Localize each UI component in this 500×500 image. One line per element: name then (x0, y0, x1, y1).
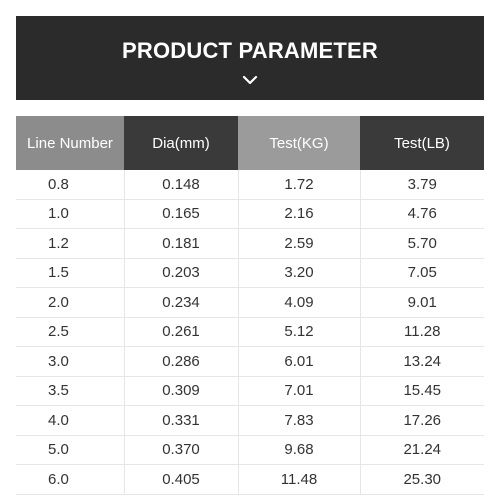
cell-diameter: 0.286 (124, 346, 239, 377)
column-header-line-number: Line Number (16, 116, 124, 170)
cell-test-lb: 17.26 (360, 405, 484, 436)
cell-diameter: 0.234 (124, 287, 239, 318)
cell-test-lb: 21.24 (360, 435, 484, 465)
cell-line-number: 2.5 (16, 317, 125, 347)
cell-test-kg: 5.12 (238, 317, 361, 347)
cell-line-number: 5.0 (16, 435, 125, 465)
table-row: 4.0 0.331 7.83 17.26 (16, 405, 484, 436)
cell-test-kg: 2.59 (238, 228, 361, 259)
cell-test-kg: 11.48 (238, 464, 361, 495)
cell-test-lb: 25.30 (360, 464, 484, 495)
cell-diameter: 0.331 (124, 405, 239, 436)
table-row: 0.8 0.148 1.72 3.79 (16, 170, 484, 200)
table-row: 5.0 0.370 9.68 21.24 (16, 435, 484, 465)
table-row: 1.0 0.165 2.16 4.76 (16, 199, 484, 229)
cell-test-lb: 11.28 (360, 317, 484, 347)
cell-diameter: 0.148 (124, 170, 239, 200)
table-row: 2.5 0.261 5.12 11.28 (16, 317, 484, 347)
cell-diameter: 0.309 (124, 376, 239, 406)
column-header-test-kg: Test(KG) (238, 116, 360, 170)
cell-line-number: 4.0 (16, 405, 125, 436)
cell-test-kg: 6.01 (238, 346, 361, 377)
cell-test-lb: 7.05 (360, 258, 484, 288)
parameter-table: Line Number Dia(mm) Test(KG) Test(LB) 0.… (16, 116, 484, 495)
table-row: 3.5 0.309 7.01 15.45 (16, 376, 484, 406)
cell-line-number: 1.2 (16, 228, 125, 259)
cell-diameter: 0.165 (124, 199, 239, 229)
cell-test-kg: 4.09 (238, 287, 361, 318)
cell-test-kg: 2.16 (238, 199, 361, 229)
cell-line-number: 3.0 (16, 346, 125, 377)
cell-test-kg: 7.01 (238, 376, 361, 406)
cell-test-kg: 9.68 (238, 435, 361, 465)
table-row: 2.0 0.234 4.09 9.01 (16, 287, 484, 318)
cell-line-number: 1.0 (16, 199, 125, 229)
cell-test-lb: 9.01 (360, 287, 484, 318)
table-row: 3.0 0.286 6.01 13.24 (16, 346, 484, 377)
cell-test-lb: 4.76 (360, 199, 484, 229)
table-row: 1.2 0.181 2.59 5.70 (16, 228, 484, 259)
cell-test-lb: 15.45 (360, 376, 484, 406)
column-header-test-lb: Test(LB) (360, 116, 484, 170)
page-title: PRODUCT PARAMETER (122, 38, 378, 63)
cell-diameter: 0.261 (124, 317, 239, 347)
table-row: 6.0 0.405 11.48 25.30 (16, 464, 484, 495)
cell-line-number: 3.5 (16, 376, 125, 406)
table-row: 1.5 0.203 3.20 7.05 (16, 258, 484, 288)
cell-test-lb: 3.79 (360, 170, 484, 200)
cell-diameter: 0.370 (124, 435, 239, 465)
cell-line-number: 2.0 (16, 287, 125, 318)
cell-diameter: 0.181 (124, 228, 239, 259)
cell-line-number: 1.5 (16, 258, 125, 288)
cell-line-number: 0.8 (16, 170, 125, 200)
table-body: 0.8 0.148 1.72 3.79 1.0 0.165 2.16 4.76 1.2 0.181… (16, 170, 484, 495)
table-header-row: Line Number Dia(mm) Test(KG) Test(LB) (16, 116, 484, 170)
product-parameter-panel: PRODUCT PARAMETER Line Number Dia(mm) Te… (16, 16, 484, 495)
chevron-down-icon (242, 75, 258, 85)
cell-test-kg: 7.83 (238, 405, 361, 436)
parameter-header: PRODUCT PARAMETER (16, 16, 484, 100)
column-header-diameter: Dia(mm) (124, 116, 238, 170)
cell-line-number: 6.0 (16, 464, 125, 495)
cell-diameter: 0.203 (124, 258, 239, 288)
cell-test-kg: 1.72 (238, 170, 361, 200)
cell-test-lb: 5.70 (360, 228, 484, 259)
cell-test-kg: 3.20 (238, 258, 361, 288)
cell-diameter: 0.405 (124, 464, 239, 495)
cell-test-lb: 13.24 (360, 346, 484, 377)
